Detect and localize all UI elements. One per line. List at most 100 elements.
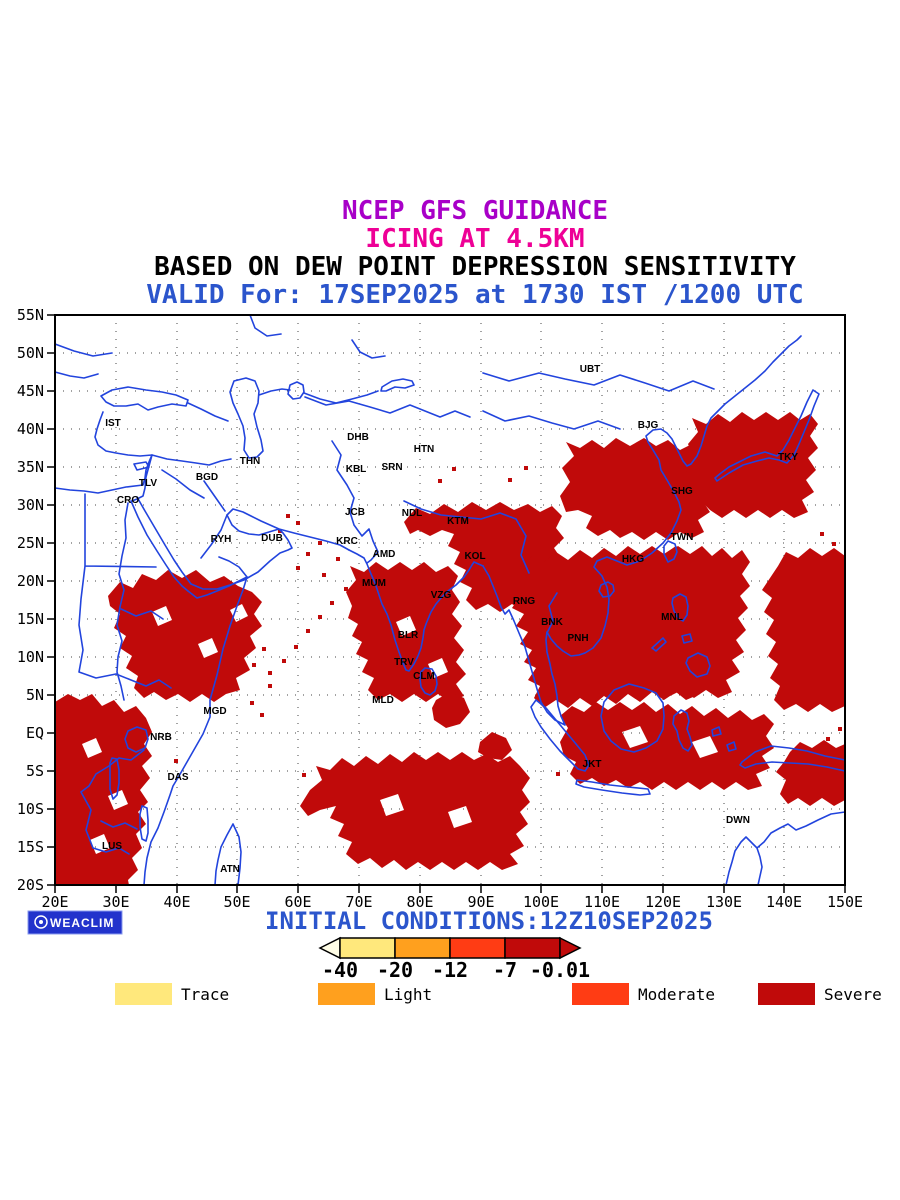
icing-speck [484, 539, 488, 543]
severity-legend: Trace Light Moderate Severe [115, 983, 882, 1005]
icing-speck [438, 479, 442, 483]
lon-label: 60E [284, 893, 311, 911]
icing-speck [838, 727, 842, 731]
station-label: CLM [413, 671, 435, 682]
lat-label: 50N [17, 344, 44, 362]
caspian-sea [229, 377, 264, 459]
lat-label: 20S [17, 876, 44, 894]
icing-speck [344, 587, 348, 591]
title-valid-time: VALID For: 17SEP2025 at 1730 IST /1200 U… [146, 280, 804, 310]
coastline-sulawesi [672, 709, 737, 752]
icing-speck [330, 601, 334, 605]
coastline-hainan [598, 581, 615, 598]
station-label: UBT [580, 364, 601, 375]
icing-speck [306, 552, 310, 556]
station-label: KTM [447, 516, 469, 527]
icing-speck [832, 542, 836, 546]
borders-africa-internal [78, 493, 172, 855]
title-product: ICING AT 4.5KM [365, 224, 585, 254]
title-model: NCEP GFS GUIDANCE [341, 196, 609, 226]
lat-label: 25N [17, 534, 44, 552]
station-label: MNL [661, 612, 683, 623]
legend-swatch-moderate [572, 983, 629, 1005]
severe-region-east-china [560, 438, 712, 540]
lat-label: 45N [17, 382, 44, 400]
severe-region-korea-japan [686, 412, 818, 518]
station-label: PNH [567, 633, 588, 644]
coastline-borneo [600, 683, 665, 753]
coastline-asia-east [482, 335, 802, 726]
coastline-india [348, 549, 484, 672]
icing-speck [260, 713, 264, 717]
lon-label: 70E [345, 893, 372, 911]
colorbar-arrow-left [318, 936, 341, 960]
severe-region-west-pacific [762, 548, 845, 712]
icing-speck [800, 426, 804, 430]
lat-label: 55N [17, 306, 44, 324]
colorbar-tick: -0.01 [530, 958, 590, 982]
severe-region-indian-ocean [300, 752, 530, 870]
station-label: BNK [541, 617, 563, 628]
legend-label-light: Light [384, 985, 432, 1004]
lat-label: 5N [26, 686, 44, 704]
icing-speck [294, 645, 298, 649]
station-label: DHB [347, 432, 369, 443]
station-label: SHG [671, 486, 693, 497]
lon-label: 140E [766, 893, 802, 911]
icing-speck [262, 647, 266, 651]
lon-axis-labels: 20E 30E 40E 50E 60E 70E 80E 90E 100E 110… [41, 893, 863, 911]
icing-speck [268, 684, 272, 688]
severe-region-arabian-sea [346, 562, 466, 702]
colorbar-segment-trace [339, 937, 396, 959]
lon-label: 80E [406, 893, 433, 911]
coastline-new-guinea [739, 745, 846, 772]
icing-speck [252, 663, 256, 667]
colorbar-tick: -40 [322, 958, 358, 982]
station-label: DWN [726, 815, 750, 826]
icing-speck [296, 566, 300, 570]
icing-speck [336, 557, 340, 561]
station-label: KRC [336, 536, 358, 547]
lat-label: 30N [17, 496, 44, 514]
station-label: RYH [211, 534, 232, 545]
station-label: RNG [513, 596, 535, 607]
severe-region-philippines [654, 546, 750, 698]
coastlines-and-borders [54, 314, 846, 886]
lat-label: 20N [17, 572, 44, 590]
station-label: TRV [394, 657, 414, 668]
lon-label: 120E [645, 893, 681, 911]
lat-label: EQ [26, 724, 44, 742]
lon-label: 100E [523, 893, 559, 911]
coastline-arabia [190, 508, 350, 590]
severe-region-indonesia [560, 702, 774, 790]
icing-speck [286, 514, 290, 518]
icing-speck [556, 772, 560, 776]
station-label: KBL [346, 464, 367, 475]
legend-swatch-trace [115, 983, 172, 1005]
borders-central-asia [249, 314, 471, 564]
station-label: VZG [431, 590, 452, 601]
severe-region-west-sumatra [478, 732, 512, 760]
coastline-africa-east [143, 576, 248, 886]
severe-region-sri-lanka-south [432, 692, 470, 728]
coastline-java [575, 779, 651, 796]
icing-speck [452, 467, 456, 471]
colorbar-segment-light [394, 937, 451, 959]
lon-label: 20E [41, 893, 68, 911]
colorbar-arrow-right [559, 936, 582, 960]
station-label: TWN [671, 532, 694, 543]
station-label: AMD [373, 549, 396, 560]
lat-label: 35N [17, 458, 44, 476]
title-method: BASED ON DEW POINT DEPRESSION SENSITIVIT… [154, 252, 796, 282]
severe-region-ne-africa [108, 570, 262, 702]
severe-region-himalaya [404, 502, 564, 612]
station-label: HKG [622, 554, 644, 565]
station-label: JKT [583, 759, 602, 770]
legend-label-trace: Trace [181, 985, 229, 1004]
station-label: BLR [398, 630, 419, 641]
station-label: TKY [778, 452, 798, 463]
station-labels: UBT BJG IST DHB HTN THN KBL SRN TLV BGD … [102, 364, 798, 875]
borders-europe-anatolia [54, 343, 232, 512]
lon-label: 130E [706, 893, 742, 911]
